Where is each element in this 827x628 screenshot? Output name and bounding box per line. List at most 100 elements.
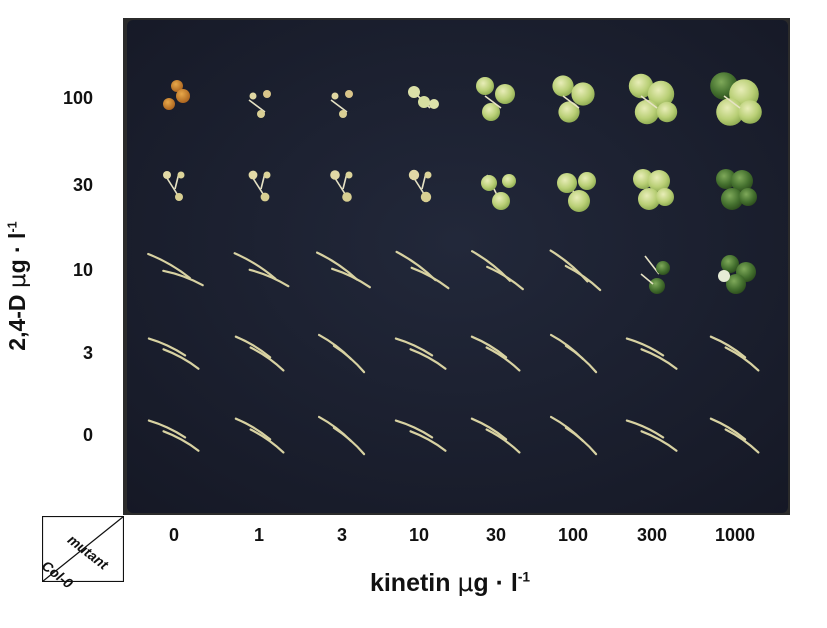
callus [718,270,730,282]
seedling [249,346,285,372]
callus [257,110,265,118]
callus [408,169,420,181]
callus [638,188,660,210]
seedling [564,264,602,292]
seedling [234,335,272,359]
callus [176,89,190,103]
seedling [331,267,371,289]
specimens [147,72,762,456]
seedling [564,426,598,456]
callus [568,190,590,212]
callus [163,171,171,179]
callus [330,170,340,180]
y-tick-label: 3 [82,343,93,363]
seedling-stem [640,95,658,109]
callus [482,103,500,121]
callus [721,188,743,210]
callus [263,171,271,179]
callus [481,175,497,191]
seedling [485,346,521,372]
callus [648,170,670,192]
seedling [248,268,290,288]
seedling [709,417,747,441]
callus [552,75,574,97]
y-tick-label: 100 [62,88,93,108]
x-tick-label: 10 [408,525,430,545]
callus [342,192,352,202]
callus [495,84,515,104]
callus [721,255,739,273]
callus [263,90,271,98]
seedling-stem [562,95,580,109]
culture-plate-photo [123,18,790,515]
seedling [162,269,204,287]
callus [408,86,420,98]
seedling [625,337,665,357]
seedling [724,428,760,454]
seedling [147,419,187,439]
callus [656,261,670,275]
x-tick-label: 0 [168,525,180,545]
callus [345,171,353,179]
seedling [564,344,598,374]
seedling [147,252,191,280]
callus [502,174,516,188]
y-tick-label: 30 [72,175,93,195]
seedling-stem [640,273,654,285]
corner-diagonal [41,515,125,583]
y-tick-label: 0 [82,425,93,445]
callus [339,110,347,118]
seedling [470,417,508,441]
corner-legend-box: mutant Col-0 [39,515,125,591]
x-axis-title: kinetin μg · l-1 [370,570,530,596]
callus [424,171,432,179]
seedling [394,337,434,357]
plate-surface [127,20,788,513]
seedling [724,346,760,372]
callus [716,169,736,189]
seedling [485,428,521,454]
callus [331,92,339,100]
callus [163,98,175,110]
callus [647,80,675,108]
y-tick-label: 10 [72,260,93,280]
y-axis-title-exponent: -1 [5,221,20,233]
callus [248,170,258,180]
callus [557,173,577,193]
seedling [394,419,434,439]
x-tick-label: 1 [253,525,265,545]
x-axis-title-mu: μ [457,568,474,597]
seedling [332,344,366,374]
seedling [162,430,200,452]
seedling [162,348,200,370]
callus [571,82,595,106]
callus [260,192,270,202]
callus [578,172,596,190]
callus [634,99,660,125]
callus [175,193,183,201]
x-tick-label: 3 [336,525,348,545]
x-tick-label: 1000 [714,525,756,545]
seedling [486,265,524,291]
x-tick-label: 100 [557,525,589,545]
seedling [640,430,678,452]
callus [420,191,432,203]
callus [345,90,353,98]
callus [633,169,653,189]
x-axis-title-main: kinetin [369,569,458,597]
seedling [234,417,272,441]
callus [739,188,757,206]
seedling-stem [644,255,660,275]
seedling-stem [484,95,502,109]
callus [656,188,674,206]
callus [177,171,185,179]
callus [418,96,430,108]
x-axis-title-exponent: -1 [517,569,531,585]
callus [649,278,665,294]
callus [492,192,510,210]
seedling [410,266,450,290]
y-axis-title-unit: g · l [4,232,30,274]
seedling [625,419,665,439]
callus [726,274,746,294]
callus [476,77,494,95]
